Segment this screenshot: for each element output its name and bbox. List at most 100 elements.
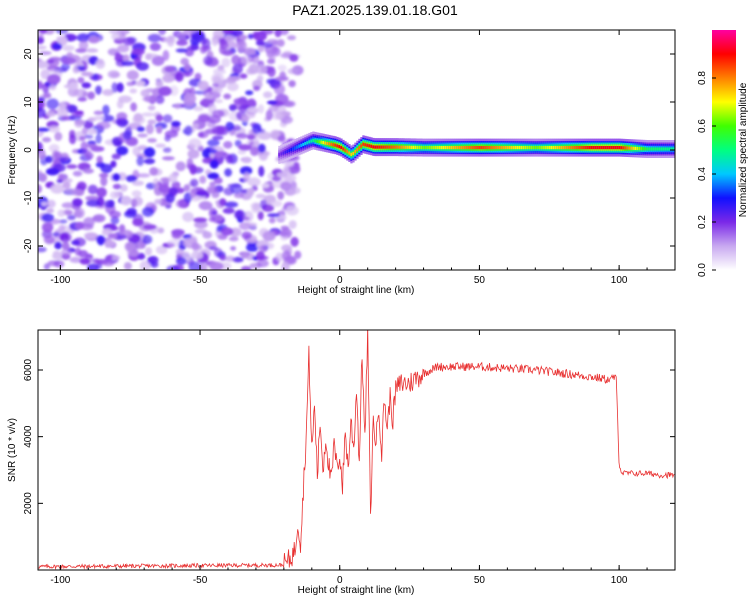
noise-blob (175, 248, 184, 256)
noise-blob (214, 214, 224, 222)
signal-cell (614, 146, 617, 150)
noise-blob (212, 75, 222, 84)
noise-blob (167, 239, 181, 248)
noise-blob (137, 145, 148, 151)
noise-blob (219, 40, 229, 50)
noise-blob (257, 104, 265, 114)
signal-cell (558, 146, 561, 150)
noise-blob (75, 61, 84, 68)
signal-cell (510, 146, 513, 150)
noise-blob (80, 71, 94, 77)
signal-cell (536, 146, 539, 150)
noise-blob (221, 57, 231, 68)
noise-blob (211, 38, 219, 47)
noise-blob (273, 83, 286, 95)
noise-blob (237, 150, 247, 155)
colorbar-tick-label: 0.2 (697, 215, 708, 229)
signal-cell (490, 146, 493, 150)
signal-cell (528, 146, 531, 150)
colorbar-tick-label: 0.8 (697, 71, 708, 85)
signal-cell (348, 151, 351, 155)
noise-blob (262, 151, 271, 156)
signal-cell (426, 146, 429, 150)
noise-blob (136, 62, 149, 71)
noise-blob (155, 80, 164, 88)
signal-cell (616, 146, 619, 150)
noise-blob (168, 173, 178, 183)
page-title: PAZ1.2025.139.01.18.G01 (292, 2, 458, 18)
noise-blob (78, 39, 89, 51)
noise-blob (197, 80, 209, 91)
signal-cell (636, 146, 639, 151)
signal-cell (402, 145, 405, 149)
y-tick-label: 20 (23, 48, 34, 60)
noise-blob (186, 45, 200, 51)
noise-blob (45, 167, 60, 176)
noise-blob (132, 146, 141, 156)
noise-blob (266, 39, 279, 44)
signal-cell (612, 146, 615, 150)
signal-cell (574, 146, 577, 150)
noise-blob (195, 167, 203, 172)
signal-cell (398, 145, 401, 149)
signal-cell (278, 153, 281, 157)
noise-blob (116, 82, 124, 93)
noise-blob (191, 242, 200, 251)
signal-cell (394, 145, 397, 149)
noise-blob (259, 199, 267, 210)
signal-cell (294, 146, 297, 150)
signal-cell (440, 146, 443, 150)
noise-blob (255, 65, 267, 75)
signal-cell (432, 146, 435, 150)
noise-blob (62, 45, 75, 52)
signal-cell (624, 146, 627, 150)
noise-blob (239, 73, 248, 79)
colorbar-tick-label: 0.6 (697, 119, 708, 133)
noise-blob (275, 111, 285, 120)
noise-blob (144, 95, 158, 103)
signal-cell (314, 139, 317, 143)
x-tick-label: -100 (50, 275, 70, 286)
noise-blob (77, 77, 85, 84)
signal-cell (608, 146, 611, 150)
noise-blob (208, 246, 219, 251)
noise-blob (95, 85, 102, 95)
signal-cell (438, 146, 441, 150)
signal-cell (310, 139, 313, 143)
noise-blob (82, 168, 94, 174)
noise-blob (240, 55, 253, 65)
signal-cell (478, 146, 481, 150)
noise-blob (241, 156, 252, 164)
signal-cell (602, 146, 605, 150)
noise-blob (40, 69, 50, 80)
colorbar-label: Normalized spectral amplitude (738, 82, 749, 217)
noise-blob (126, 81, 135, 87)
signal-cell (412, 145, 415, 149)
noise-blob (110, 160, 117, 168)
noise-blob (38, 60, 49, 69)
noise-blob (227, 183, 241, 188)
noise-blob (145, 247, 153, 256)
noise-blob (62, 178, 73, 183)
signal-cell (298, 144, 301, 148)
noise-blob (195, 190, 210, 197)
noise-blob (221, 30, 234, 35)
noise-blob (136, 126, 145, 132)
noise-blob (54, 131, 63, 141)
noise-blob (241, 231, 253, 240)
noise-blob (240, 266, 252, 270)
signal-cell (586, 146, 589, 150)
noise-blob (224, 35, 236, 42)
signal-cell (482, 146, 485, 150)
noise-blob (281, 244, 293, 252)
noise-blob (98, 173, 109, 178)
noise-blob (73, 210, 83, 218)
signal-cell (460, 146, 463, 150)
noise-blob (225, 155, 234, 164)
signal-cell (288, 148, 291, 153)
noise-blob (243, 47, 256, 56)
noise-blob (125, 175, 137, 183)
noise-blob (108, 30, 123, 35)
signal-cell (670, 147, 673, 151)
